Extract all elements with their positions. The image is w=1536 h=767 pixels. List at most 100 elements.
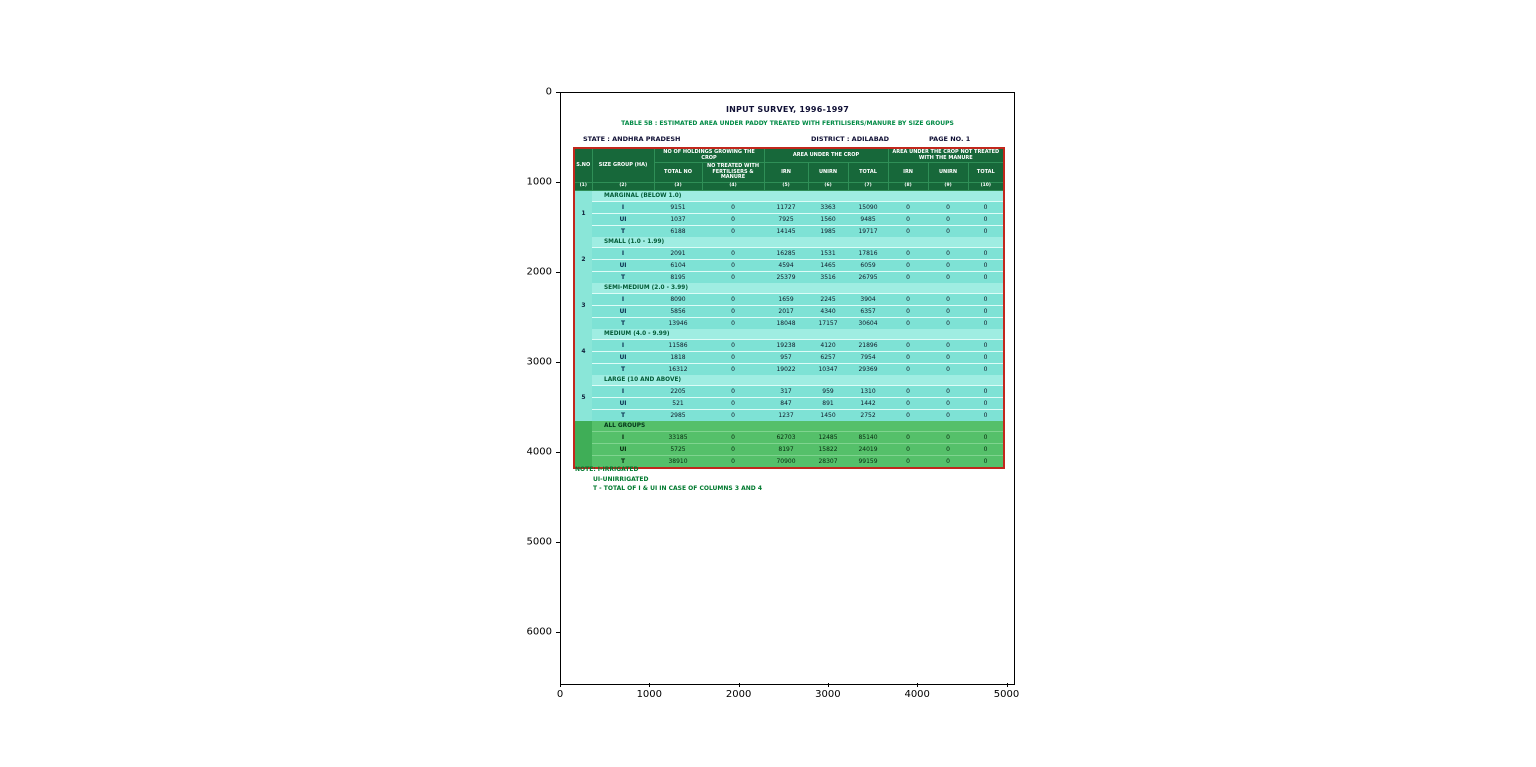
table-cell: 25379 [764, 270, 809, 283]
table-cell: 0 [888, 338, 929, 351]
table-cell: 0 [888, 396, 929, 409]
row-type-cell: UI [592, 258, 654, 271]
header-sno: S.NO [573, 147, 593, 183]
page-number-label: PAGE NO. 1 [929, 135, 971, 143]
table-cell: 21896 [848, 338, 889, 351]
x-tick-mark [1006, 683, 1008, 687]
table-cell: 12485 [808, 430, 849, 443]
y-tick-mark [556, 92, 560, 93]
table-cell: 0 [702, 362, 765, 375]
row-type-cell: I [592, 338, 654, 351]
size-group-label: MEDIUM (4.0 - 9.99) [592, 328, 1005, 339]
table-cell: 0 [702, 350, 765, 363]
table-cell: 99159 [848, 454, 889, 468]
size-group-label: SEMI-MEDIUM (2.0 - 3.99) [592, 282, 1005, 293]
table-cell: 19238 [764, 338, 809, 351]
col-number: (6) [807, 181, 849, 191]
table-cell: 2245 [808, 292, 849, 305]
y-tick-label: 6000 [526, 626, 552, 638]
table-cell: 0 [888, 258, 929, 271]
table-cell: 7954 [848, 350, 889, 363]
table-cell: 26795 [848, 270, 889, 283]
table-cell: 0 [968, 442, 1005, 455]
table-cell: 30604 [848, 316, 889, 329]
sno-cell: 3 [574, 282, 592, 329]
table-cell: 70900 [764, 454, 809, 468]
row-type-cell: T [592, 224, 654, 237]
table-row: I 11586 0 19238 4120 21896 0 0 0 [574, 338, 1005, 351]
header-area-group: AREA UNDER THE CROP [763, 147, 889, 163]
table-cell: 33185 [654, 430, 702, 443]
table-cell: 7925 [764, 212, 809, 225]
table-cell: 0 [968, 362, 1005, 375]
row-type-cell: I [592, 430, 654, 443]
table-row: I 2205 0 317 959 1310 0 0 0 [574, 384, 1005, 397]
y-tick-label: 5000 [526, 536, 552, 548]
scanned-document: INPUT SURVEY, 1996-1997 TABLE 5B : ESTIM… [561, 93, 1014, 684]
table-cell: 0 [968, 270, 1005, 283]
table-cell: 0 [888, 224, 929, 237]
table-cell: 24019 [848, 442, 889, 455]
row-type-cell: I [592, 384, 654, 397]
table-cell: 0 [888, 270, 929, 283]
y-tick-mark [556, 452, 560, 453]
document-meta: STATE : ANDHRA PRADESH DISTRICT : ADILAB… [573, 135, 1003, 145]
table-cell: 1531 [808, 246, 849, 259]
table-cell: 4340 [808, 304, 849, 317]
row-type-cell: T [592, 362, 654, 375]
table-cell: 0 [888, 212, 929, 225]
x-tick-label: 1000 [636, 689, 663, 700]
table-cell: 6257 [808, 350, 849, 363]
table-row: I 9151 0 11727 3363 15090 0 0 0 [574, 200, 1005, 213]
table-cell: 11727 [764, 200, 809, 213]
table-cell: 1450 [808, 408, 849, 421]
y-tick-label: 3000 [526, 356, 552, 368]
table-cell: 0 [968, 408, 1005, 421]
table-cell: 0 [702, 408, 765, 421]
table-cell: 0 [928, 258, 969, 271]
table-row: I 2091 0 16285 1531 17816 0 0 0 [574, 246, 1005, 259]
table-cell: 0 [928, 362, 969, 375]
y-tick-mark [556, 272, 560, 273]
y-tick-label: 1000 [526, 176, 552, 188]
table-row: UI 1037 0 7925 1560 9485 0 0 0 [574, 212, 1005, 225]
table-cell: 0 [888, 442, 929, 455]
table-cell: 847 [764, 396, 809, 409]
table-cell: 5725 [654, 442, 702, 455]
size-group-label: LARGE (10 AND ABOVE) [592, 374, 1005, 385]
table-cell: 0 [968, 304, 1005, 317]
footnotes: NOTE: I-IRRIGATED UI-UNIRRIGATED T - TOT… [575, 465, 762, 494]
table-cell: 38910 [654, 454, 702, 468]
row-type-cell: T [592, 316, 654, 329]
col-number: (5) [763, 181, 809, 191]
table-cell: 62703 [764, 430, 809, 443]
table-cell: 0 [702, 430, 765, 443]
col-number: (2) [591, 181, 655, 191]
table-cell: 0 [928, 338, 969, 351]
col-number: (3) [653, 181, 703, 191]
table-cell: 959 [808, 384, 849, 397]
table-cell: 0 [968, 338, 1005, 351]
x-tick-label: 3000 [815, 689, 841, 700]
x-tick-label: 2000 [725, 689, 752, 700]
size-group-row: 2 SMALL (1.0 - 1.99) [574, 236, 1005, 283]
row-type-cell: I [592, 292, 654, 305]
table-row: T 16312 0 19022 10347 29369 0 0 0 [574, 362, 1005, 375]
table-cell: 13946 [654, 316, 702, 329]
x-tick-label: 4000 [904, 689, 930, 700]
table-cell: 9151 [654, 200, 702, 213]
table-cell: 16312 [654, 362, 702, 375]
table-cell: 0 [702, 384, 765, 397]
row-type-cell: UI [592, 396, 654, 409]
size-group-row: 5 LARGE (10 AND ABOVE) [574, 374, 1005, 421]
header-total-no: TOTAL NO [653, 162, 703, 183]
table-row: UI 1818 0 957 6257 7954 0 0 0 [574, 350, 1005, 363]
table-cell: 1560 [808, 212, 849, 225]
table-cell: 0 [968, 430, 1005, 443]
table-cell: 1237 [764, 408, 809, 421]
table-cell: 0 [702, 396, 765, 409]
sno-cell: 1 [574, 190, 592, 237]
size-group-row: 1 MARGINAL (BELOW 1.0) [574, 190, 1005, 237]
x-tick-mark [827, 683, 829, 687]
table-cell: 0 [928, 224, 969, 237]
